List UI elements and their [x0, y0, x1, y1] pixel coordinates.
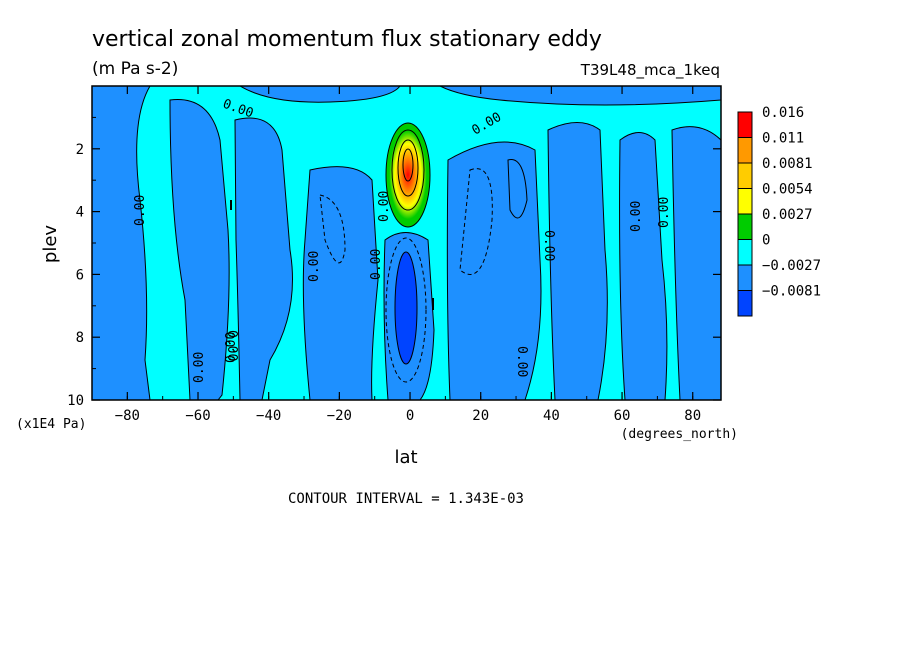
contour-label: 0.00: [377, 191, 392, 222]
colorbar-swatch: [737, 111, 753, 138]
neg-region-south-center: [234, 117, 293, 400]
neg-core: [394, 251, 418, 365]
contour-label: 0.00: [629, 201, 644, 232]
neg-region-south-mid: [169, 99, 230, 400]
contour-label: 0.00: [224, 332, 239, 363]
neg-region-north-high: [619, 132, 668, 400]
y-units: (x1E4 Pa): [16, 417, 86, 432]
contour-field: [92, 86, 721, 400]
pos-core: [385, 122, 431, 228]
x-tick-label: 0: [406, 408, 414, 424]
y-axis-label: plev: [40, 225, 61, 264]
chart-units: (m Pa s-2): [92, 59, 178, 79]
x-tick-label: −60: [185, 408, 210, 424]
contour-label: 0.00: [657, 197, 672, 228]
y-tick-label: 8: [76, 330, 84, 346]
run-label: T39L48_mca_1keq: [580, 61, 720, 80]
colorbar-swatch: [737, 188, 753, 215]
x-tick-label: 60: [614, 408, 631, 424]
colorbar-swatch: [737, 264, 753, 291]
x-tick-label: 80: [684, 408, 701, 424]
contour-interval: CONTOUR INTERVAL = 1.343E-03: [288, 491, 524, 507]
colorbar-swatch: [737, 137, 753, 164]
contour-label: 0.00: [224, 330, 239, 361]
x-axis: −80 −60 −40 −20 0 20 40 60 80: [91, 86, 701, 424]
colorbar-label: 0.011: [762, 131, 804, 147]
colorbar-label: 0.0027: [762, 207, 813, 223]
colorbar-swatch: [737, 162, 753, 189]
colorbar-label: 0.0081: [762, 156, 813, 172]
colorbar-swatch: [737, 290, 753, 317]
neg-region-pole: [671, 126, 721, 400]
colorbar-label: −0.0027: [762, 258, 821, 274]
y-tick-label: 2: [76, 142, 84, 158]
x-units: (degrees_north): [621, 427, 738, 442]
y-tick-label: 10: [67, 393, 84, 409]
colorbar-label: 0.016: [762, 105, 804, 121]
neg-region-southern-subtropics: [302, 166, 379, 400]
neg-region-top-strip-north: [439, 86, 721, 106]
colorbar-label: −0.0081: [762, 284, 821, 300]
chart-title: vertical zonal momentum flux stationary …: [92, 27, 602, 52]
colorbar-swatch: [737, 213, 753, 240]
x-tick-label: 40: [543, 408, 560, 424]
x-tick-label: −20: [327, 408, 352, 424]
x-tick-label: −40: [256, 408, 281, 424]
neg-region-north-mid: [547, 122, 608, 400]
neg-region-northern-subtropics: [446, 141, 542, 400]
contour-label: 0.00: [133, 195, 148, 226]
colorbar-swatch: [737, 239, 753, 266]
contour-label: 0.00: [192, 352, 207, 383]
contour-label: 0.00: [307, 251, 322, 282]
contour-label: 0.00: [541, 230, 556, 261]
contour-label: 0.00: [514, 346, 529, 377]
x-axis-label: lat: [394, 447, 417, 468]
y-tick-label: 4: [76, 205, 84, 221]
colorbar: 0.016 0.011 0.0081 0.0054 0.0027 0 −0.0027 −0.0…: [737, 105, 821, 317]
y-tick-label: 6: [76, 267, 84, 283]
colorbar-label: 0: [762, 233, 770, 249]
contour-label: 0.00: [369, 249, 384, 280]
colorbar-label: 0.0054: [762, 182, 813, 198]
x-tick-label: −80: [115, 408, 140, 424]
neg-region-top-strip: [239, 86, 401, 103]
neg-region-southwest: [92, 86, 151, 400]
y-axis: 2 4 6 8 10: [67, 116, 721, 409]
x-tick-label: 20: [472, 408, 489, 424]
